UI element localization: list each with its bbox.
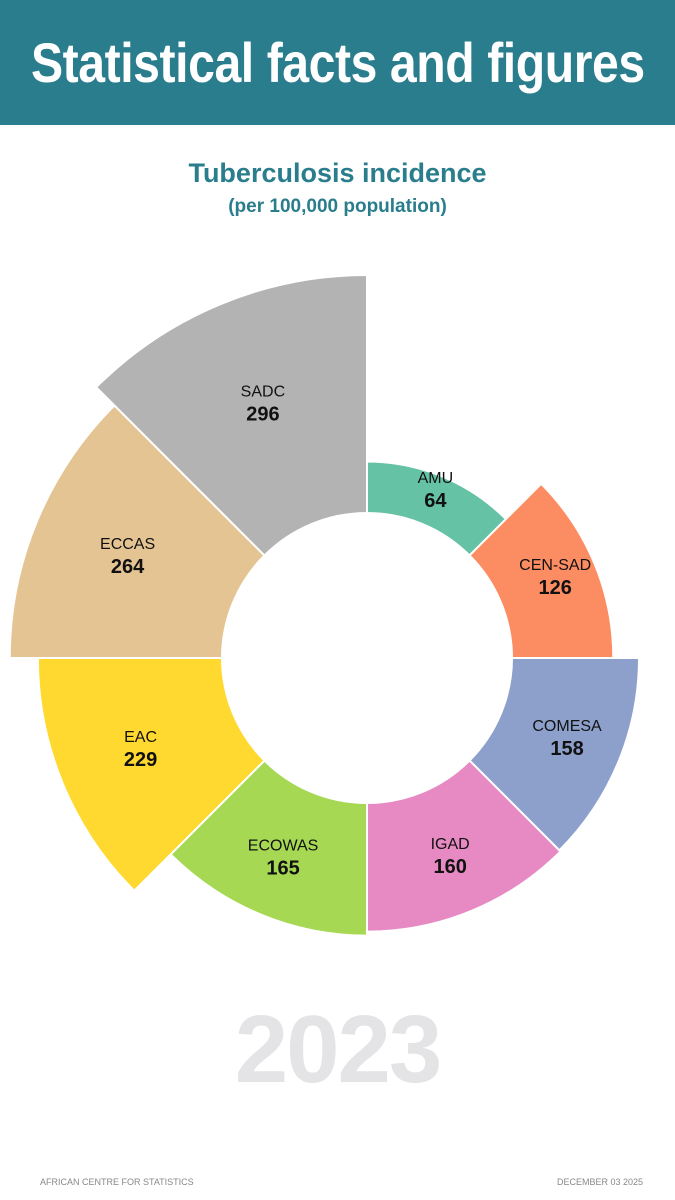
year-watermark: 2023 [234,996,443,1103]
chart-subtitle: (per 100,000 population) [228,196,447,217]
value-sadc: 296 [246,404,279,426]
page-title: Statistical facts and figures [30,31,645,94]
value-eccas: 264 [111,556,145,578]
value-ecowas: 165 [266,858,299,880]
slice-eccas [8,403,266,659]
slice-sadc [94,273,368,557]
label-sadc: SADC [241,384,285,401]
label-eac: EAC [124,729,157,746]
label-eccas: ECCAS [100,536,155,553]
label-ecowas: ECOWAS [248,838,319,855]
slice-igad [366,759,562,933]
slice-eac [36,657,266,893]
value-comesa: 158 [550,738,583,760]
footer-source: African Centre for Statistics [40,1177,194,1187]
label-comesa: COMESA [532,718,602,735]
slice-cen-sad [468,482,615,659]
label-cen-sad: CEN-SAD [519,557,591,574]
value-igad: 160 [433,856,466,878]
label-amu: AMU [418,470,454,487]
chart-title: Tuberculosis incidence [188,158,487,188]
value-eac: 229 [124,749,157,771]
label-igad: IGAD [431,836,470,853]
header-banner: Statistical facts and figures [0,0,675,125]
value-amu: 64 [424,490,447,512]
footer-date: December 03 2025 [556,1177,643,1187]
value-cen-sad: 126 [538,577,571,599]
slice-ecowas [169,759,368,937]
